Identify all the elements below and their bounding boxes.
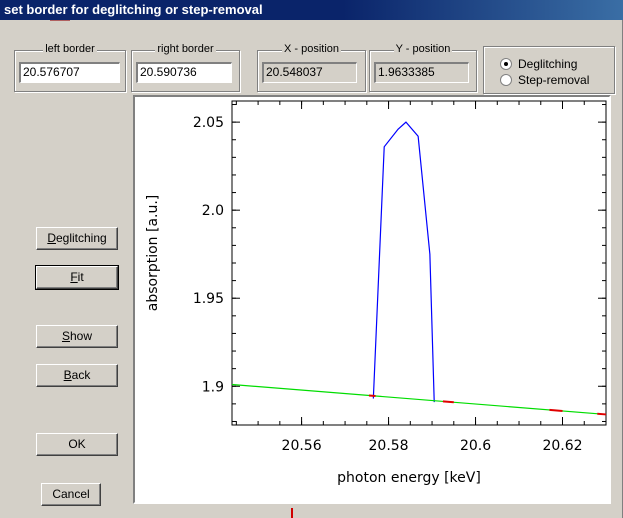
right-border-group: right border bbox=[131, 43, 240, 92]
step-removal-radio-label: Step-removal bbox=[518, 73, 590, 87]
x-axis-label: photon energy [keV] bbox=[337, 470, 481, 486]
step-removal-radio[interactable] bbox=[500, 74, 512, 86]
left-border-input[interactable]: 20.576707 bbox=[19, 62, 120, 83]
y-position-label: Y - position bbox=[393, 43, 453, 55]
glitch-series-line bbox=[372, 121, 435, 403]
deglitching-radio-option[interactable]: Deglitching bbox=[500, 57, 577, 71]
bottom-marker bbox=[291, 508, 293, 518]
right-border-label: right border bbox=[155, 43, 216, 55]
plot-background bbox=[135, 97, 609, 502]
window-title: set border for deglitching or step-remov… bbox=[4, 2, 263, 17]
y-axis-label: absorption [a.u.] bbox=[145, 195, 161, 312]
y-tick-label: 1.9 bbox=[202, 379, 224, 395]
left-border-label: left border bbox=[43, 43, 97, 55]
back-button[interactable]: Back bbox=[36, 364, 118, 387]
title-bar[interactable]: set border for deglitching or step-remov… bbox=[0, 0, 623, 20]
mode-radio-group bbox=[483, 46, 615, 94]
fit-button[interactable]: Fit bbox=[35, 265, 119, 290]
x-tick-label: 20.62 bbox=[542, 438, 582, 454]
y-tick-label: 2.0 bbox=[202, 203, 224, 219]
ok-button[interactable]: OK bbox=[36, 433, 118, 456]
deglitching-radio[interactable] bbox=[500, 58, 512, 70]
red-segment bbox=[368, 394, 376, 397]
red-segment bbox=[597, 412, 607, 416]
fit-series-line bbox=[231, 383, 607, 416]
y-tick-label: 2.05 bbox=[193, 115, 224, 131]
absorption-plot[interactable]: 1.9 1.95 2.0 2.05 20.56 20.58 20.6 20.62 photon … bbox=[135, 97, 609, 502]
deglitching-radio-label: Deglitching bbox=[518, 57, 578, 71]
x-position-group: X - position bbox=[257, 43, 366, 92]
x-position-label: X - position bbox=[281, 43, 342, 55]
title-underline-mark bbox=[50, 20, 70, 21]
red-segment bbox=[442, 400, 454, 404]
x-tick-label: 20.6 bbox=[460, 438, 491, 454]
deglitching-button[interactable]: Deglitching bbox=[36, 227, 118, 250]
right-border-input[interactable]: 20.590736 bbox=[136, 62, 232, 83]
x-tick-label: 20.56 bbox=[282, 438, 322, 454]
x-tick-label: 20.58 bbox=[369, 438, 409, 454]
y-position-group: Y - position bbox=[369, 43, 477, 92]
cancel-button[interactable]: Cancel bbox=[41, 483, 101, 506]
left-border-group: left border bbox=[14, 43, 126, 92]
red-segment bbox=[549, 408, 563, 412]
show-button[interactable]: Show bbox=[36, 325, 118, 348]
plot-frame: 1.9 1.95 2.0 2.05 20.56 20.58 20.6 20.62 photon … bbox=[133, 95, 611, 504]
x-position-field: 20.548037 bbox=[262, 62, 357, 83]
y-position-field: 1.9633385 bbox=[374, 62, 469, 83]
y-tick-label: 1.95 bbox=[193, 291, 224, 307]
step-removal-radio-option[interactable]: Step-removal bbox=[500, 73, 589, 87]
